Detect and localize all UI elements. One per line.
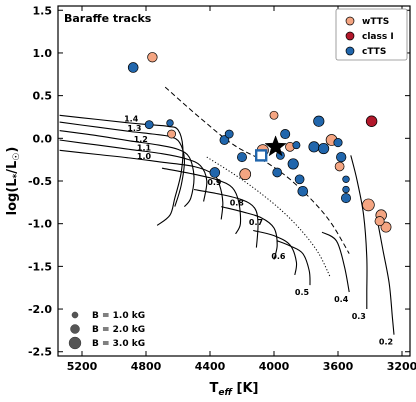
track-0.3 [350,155,368,309]
track-label: 0.7 [249,218,263,227]
legend-label: cTTS [362,47,386,57]
star-point [127,62,139,73]
star-point [144,120,154,130]
track-label: 0.2 [379,338,393,347]
star-point [166,119,174,127]
star-point [380,221,392,233]
x-tick-label: 4800 [131,360,162,373]
dotted-isochrone [206,156,331,277]
y-tick-label: -2.0 [28,303,52,316]
track-0.7 [221,206,278,260]
y-axis-title: log(L*/L☉) [5,147,22,216]
x-tick-label: 4400 [195,360,226,373]
legend-label: class I [362,32,394,42]
size-legend-marker [71,311,79,319]
track-0.2 [375,214,395,335]
star-point [374,216,385,227]
star-point [209,167,221,178]
size-legend-marker [68,336,82,350]
track-0.5 [277,240,311,286]
x-tick-label: 4000 [259,360,290,373]
star-point [147,52,158,63]
star-point [334,161,345,172]
star-point [362,198,375,212]
x-axis-title: Teff [K] [210,381,259,398]
legend-marker [345,46,355,56]
track-1.0 [59,149,224,220]
y-tick-label: 1.5 [33,4,53,17]
y-tick-label: -1.5 [28,260,52,273]
isochrones [164,86,350,277]
star-point [237,152,247,163]
track-0.8 [193,188,259,248]
chart-title: Baraffe tracks [64,12,152,25]
size-legend-label: B = 3.0 kG [92,339,145,349]
star-point [308,141,320,153]
dashed-isochrone [164,86,350,254]
x-tick-label: 5200 [67,360,98,373]
track-label: 0.8 [230,198,245,207]
star-point [269,110,279,120]
special-markers [255,135,287,162]
star-point [292,141,301,150]
track-0.9 [161,167,242,235]
evolutionary-tracks [59,114,395,335]
star-point [239,168,252,181]
star-point [224,129,234,139]
plot-frame [57,5,411,357]
size-legend-label: B = 1.0 kG [92,311,145,321]
class-legend: wTTS class I cTTS [335,8,408,61]
legend-marker [345,16,355,26]
star-point [341,193,351,204]
star-point [336,151,347,163]
track-label: 1.2 [134,135,148,144]
star-point [297,185,309,197]
star-point [272,167,283,178]
track-label: 0.4 [334,295,349,304]
star-point [287,158,299,170]
star-point [342,185,350,194]
track-label: 0.5 [295,288,310,297]
y-tick-label: 0.0 [33,132,53,145]
x-tick-label: 3200 [387,360,416,373]
star-points [127,52,392,233]
track-label: 0.9 [207,178,222,187]
legend-marker [345,31,355,41]
track-label: 0.3 [352,312,366,321]
star-point [333,138,343,148]
star-marker [264,135,287,157]
field-strength-legend: B = 1.0 kG B = 2.0 kG B = 3.0 kG [68,311,145,350]
star-point [167,129,177,139]
star-point [280,129,291,140]
track-0.6 [253,229,298,276]
star-point [294,174,305,185]
track-label: 1.0 [137,152,152,161]
legend-label: wTTS [362,17,389,27]
track-label: 0.6 [271,252,286,261]
star-point [219,135,230,145]
star-point [318,142,330,155]
size-legend-marker [70,324,80,334]
star-point [313,115,325,127]
track-labels: 1.41.3 1.21.11.0 0.9 0.8 0.7 0.6 0.5 0.40.3 0.2 [124,115,393,347]
track-1.2 [59,130,195,207]
track-label: 1.1 [137,144,152,153]
track-label: 1.3 [127,124,141,133]
y-tick-label: -2.5 [28,346,52,359]
track-1.1 [59,139,208,202]
track-label: 1.4 [124,115,139,124]
star-point [342,175,350,183]
track-0.4 [321,231,350,293]
axis-tick-labels: 5200 4800 4400 4000 3600 3200 1.5 1.0 0.5 0.0 -0.5… [28,4,416,373]
x-tick-label: 3600 [323,360,354,373]
star-point [365,115,378,127]
y-tick-label: -1.0 [28,218,52,231]
track-1.4 [59,114,184,226]
y-tick-label: -0.5 [28,175,52,188]
y-tick-label: 1.0 [33,47,53,60]
open-square-marker [255,149,268,162]
y-tick-label: 0.5 [33,90,53,103]
size-legend-label: B = 2.0 kG [92,325,145,335]
